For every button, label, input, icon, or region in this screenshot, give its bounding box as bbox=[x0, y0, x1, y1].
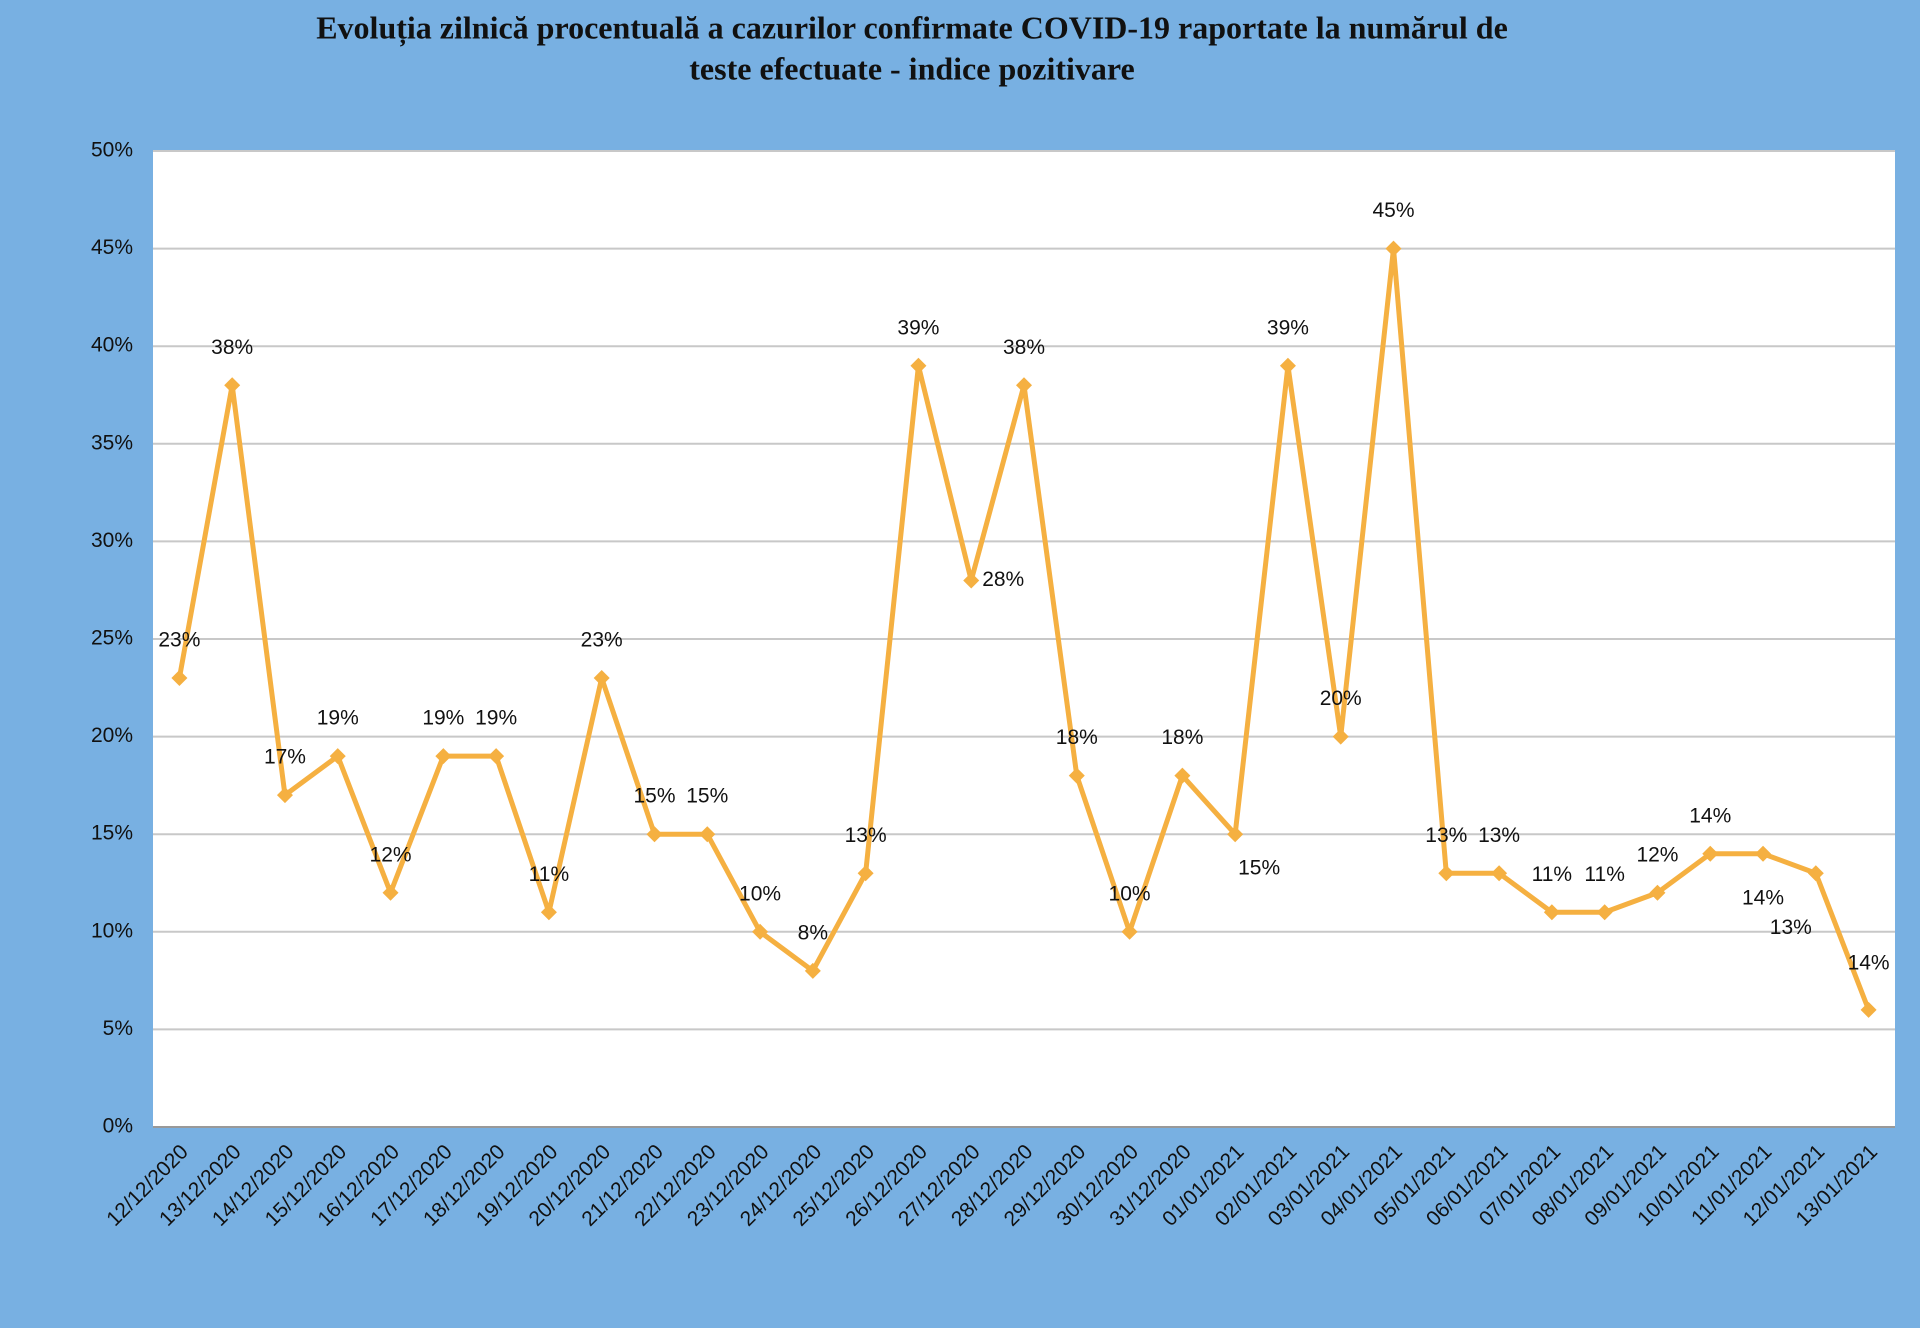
data-label: 23% bbox=[158, 629, 200, 652]
data-label: 11% bbox=[1532, 863, 1572, 886]
data-label: 19% bbox=[422, 707, 464, 730]
data-label: 11% bbox=[1584, 863, 1624, 886]
data-label: 39% bbox=[897, 316, 939, 339]
data-label: 12% bbox=[370, 843, 412, 866]
y-tick-label: 50% bbox=[91, 139, 133, 162]
data-label: 18% bbox=[1161, 726, 1203, 749]
data-label: 28% bbox=[982, 568, 1024, 591]
data-label: 14% bbox=[1689, 804, 1731, 827]
data-point bbox=[1596, 904, 1613, 921]
data-label: 15% bbox=[686, 785, 728, 808]
data-point bbox=[699, 826, 716, 843]
data-point bbox=[1438, 865, 1455, 882]
data-point bbox=[1016, 377, 1032, 394]
data-point bbox=[1702, 845, 1719, 862]
y-tick-label: 15% bbox=[91, 822, 133, 845]
data-point bbox=[224, 377, 241, 394]
data-label: 39% bbox=[1267, 316, 1309, 339]
data-point bbox=[1755, 845, 1772, 862]
y-tick-label: 30% bbox=[91, 529, 133, 552]
chart-title: teste efectuate - indice pozitivare bbox=[689, 50, 1134, 86]
data-label: 10% bbox=[1109, 882, 1151, 905]
data-label: 13% bbox=[1425, 824, 1467, 847]
data-label: 13% bbox=[1770, 916, 1812, 939]
y-tick-label: 20% bbox=[91, 724, 133, 747]
data-point bbox=[1068, 767, 1085, 784]
data-point bbox=[593, 670, 610, 687]
data-label: 20% bbox=[1320, 687, 1362, 710]
data-point bbox=[910, 357, 927, 374]
data-label: 19% bbox=[317, 707, 359, 730]
data-label: 38% bbox=[211, 336, 253, 359]
data-label: 13% bbox=[1478, 824, 1520, 847]
data-point bbox=[1807, 865, 1824, 882]
data-point bbox=[1543, 904, 1560, 921]
data-label: 10% bbox=[739, 882, 781, 905]
data-point bbox=[963, 572, 980, 589]
data-point bbox=[171, 670, 188, 687]
data-point bbox=[1227, 826, 1244, 843]
data-point bbox=[1385, 240, 1402, 257]
y-tick-label: 45% bbox=[91, 236, 133, 259]
data-point bbox=[857, 865, 874, 882]
data-point bbox=[1491, 865, 1508, 882]
data-point bbox=[1174, 767, 1191, 784]
data-point bbox=[752, 923, 769, 940]
data-label: 11% bbox=[529, 863, 569, 886]
data-label: 15% bbox=[1238, 857, 1280, 880]
data-point bbox=[1860, 1001, 1877, 1018]
annotation: 14% bbox=[1848, 951, 1890, 974]
y-tick-label: 25% bbox=[91, 627, 133, 650]
data-label: 23% bbox=[581, 629, 623, 652]
y-tick-label: 40% bbox=[91, 334, 133, 357]
data-point bbox=[382, 884, 399, 901]
data-point bbox=[1121, 923, 1138, 940]
data-label: 19% bbox=[475, 707, 517, 730]
data-label: 17% bbox=[264, 746, 306, 769]
data-label: 15% bbox=[633, 785, 675, 808]
data-point bbox=[488, 748, 505, 765]
data-label: 18% bbox=[1056, 726, 1098, 749]
data-label: 8% bbox=[798, 921, 828, 944]
data-point bbox=[540, 904, 557, 921]
y-tick-label: 35% bbox=[91, 431, 133, 454]
data-point bbox=[1649, 884, 1666, 901]
data-label: 45% bbox=[1372, 199, 1414, 222]
data-label: 13% bbox=[845, 824, 887, 847]
y-tick-label: 5% bbox=[103, 1017, 133, 1040]
data-point bbox=[1279, 357, 1296, 374]
data-label: 12% bbox=[1636, 843, 1678, 866]
data-point bbox=[329, 748, 346, 765]
chart-title: Evoluția zilnică procentuală a cazurilor… bbox=[316, 9, 1508, 46]
y-tick-label: 0% bbox=[103, 1115, 133, 1138]
data-point bbox=[276, 787, 293, 804]
data-point bbox=[804, 962, 821, 979]
y-tick-label: 10% bbox=[91, 919, 133, 942]
data-label: 38% bbox=[1003, 336, 1045, 359]
data-point bbox=[435, 748, 452, 765]
data-point bbox=[1332, 728, 1349, 745]
data-point bbox=[646, 826, 663, 843]
data-label: 14% bbox=[1742, 886, 1784, 909]
